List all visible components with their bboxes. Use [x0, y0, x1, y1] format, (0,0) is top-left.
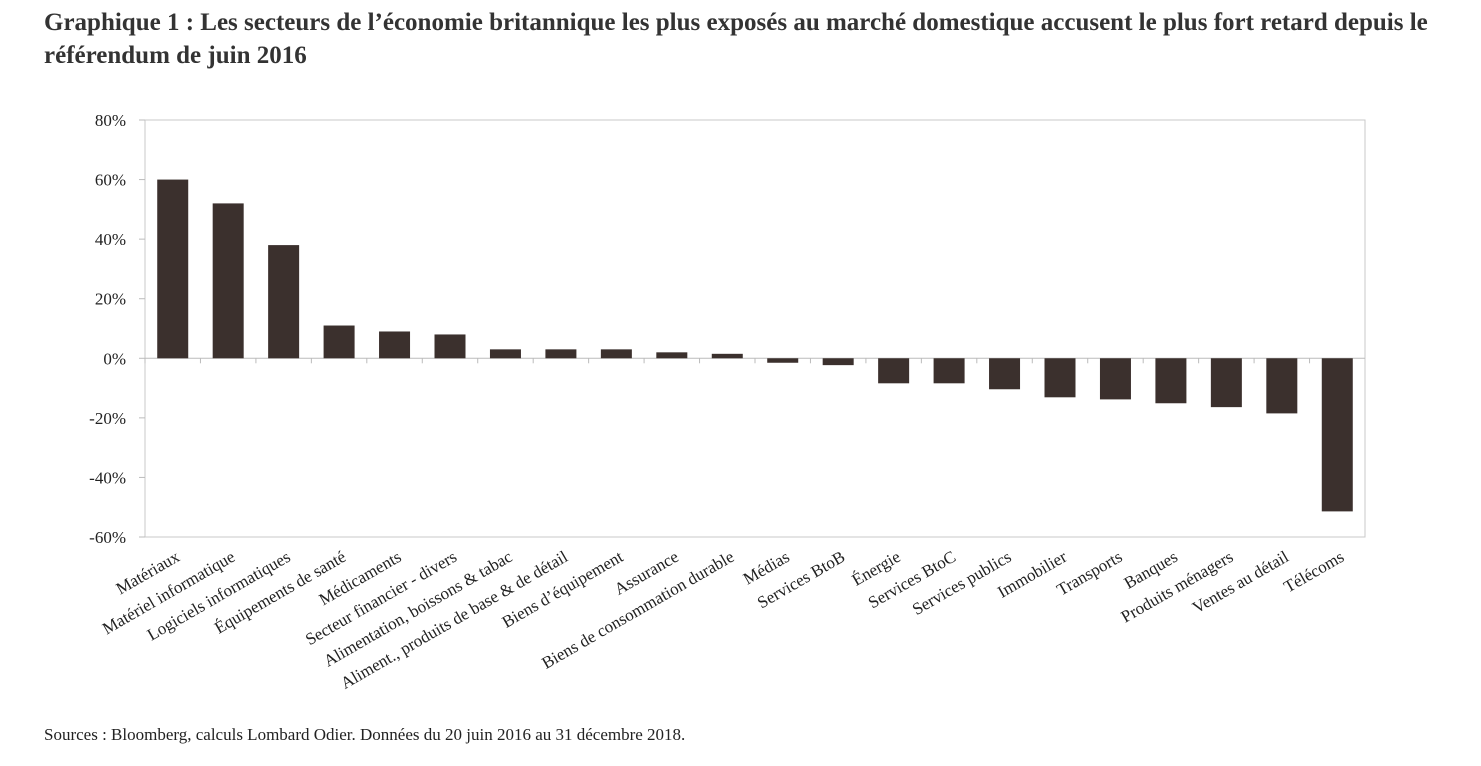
bar — [379, 331, 411, 359]
x-tick-label: Télécoms — [1281, 547, 1348, 597]
y-tick-label: -40% — [89, 468, 126, 487]
bar — [878, 358, 910, 384]
y-tick-label: 40% — [95, 230, 126, 249]
bar — [989, 358, 1021, 390]
chart-title: Graphique 1 : Les secteurs de l’économie… — [44, 9, 1428, 69]
bar — [656, 352, 688, 359]
bar — [711, 353, 743, 359]
title-box: Graphique 1 : Les secteurs de l’économie… — [44, 9, 1428, 69]
bar — [1155, 358, 1187, 404]
bar — [1099, 358, 1131, 400]
x-tick-label: Ventes au détail — [1189, 547, 1292, 617]
y-tick-label: 0% — [103, 349, 126, 368]
bar — [1266, 358, 1298, 414]
plot-frame — [144, 119, 1366, 538]
bar — [600, 349, 632, 359]
y-tick-label: 60% — [95, 171, 126, 190]
bar — [1044, 358, 1076, 398]
bar — [157, 179, 189, 359]
bar — [323, 325, 355, 359]
bar — [1210, 358, 1242, 408]
bar — [933, 358, 965, 384]
y-tick-label: -20% — [89, 409, 126, 428]
bar — [545, 349, 577, 359]
y-tick-label: 80% — [95, 111, 126, 130]
y-tick-label: 20% — [95, 290, 126, 309]
bar — [1321, 358, 1353, 512]
bar — [212, 203, 244, 359]
bar — [767, 358, 799, 363]
bar — [822, 358, 854, 366]
bar — [268, 245, 300, 359]
source: Sources : Bloomberg, calculs Lombard Odi… — [44, 725, 685, 744]
bar — [489, 349, 521, 359]
y-tick-label: -60% — [89, 528, 126, 547]
bar — [434, 334, 466, 359]
